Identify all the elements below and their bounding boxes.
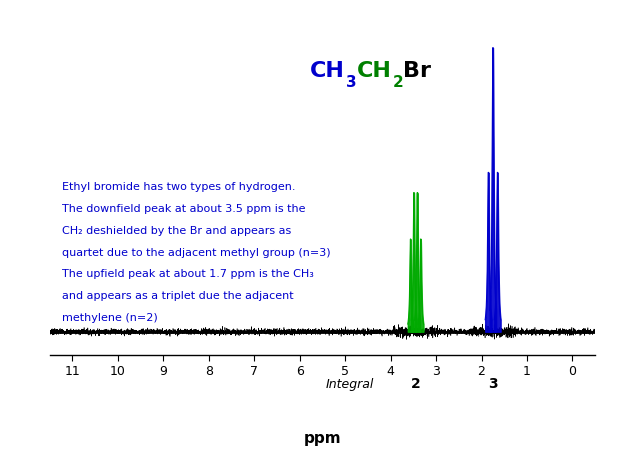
- Text: methylene (n=2): methylene (n=2): [62, 313, 157, 323]
- Text: and appears as a triplet due the adjacent: and appears as a triplet due the adjacen…: [62, 291, 294, 301]
- Text: quartet due to the adjacent methyl group (n=3): quartet due to the adjacent methyl group…: [62, 248, 330, 258]
- Text: Integral: Integral: [326, 378, 374, 391]
- Text: CH₂ deshielded by the Br and appears as: CH₂ deshielded by the Br and appears as: [62, 226, 291, 236]
- Text: Br: Br: [403, 61, 431, 81]
- Text: 3: 3: [488, 378, 498, 391]
- Text: The upfield peak at about 1.7 ppm is the CH₃: The upfield peak at about 1.7 ppm is the…: [62, 269, 314, 279]
- Text: Ethyl bromide has two types of hydrogen.: Ethyl bromide has two types of hydrogen.: [62, 182, 296, 192]
- Text: CH: CH: [356, 61, 391, 81]
- Text: 2: 2: [392, 76, 403, 91]
- Text: CH: CH: [310, 61, 345, 81]
- Text: ppm: ppm: [304, 431, 341, 446]
- Text: 2: 2: [410, 378, 420, 391]
- Text: 3: 3: [346, 76, 356, 91]
- Text: The downfield peak at about 3.5 ppm is the: The downfield peak at about 3.5 ppm is t…: [62, 204, 306, 214]
